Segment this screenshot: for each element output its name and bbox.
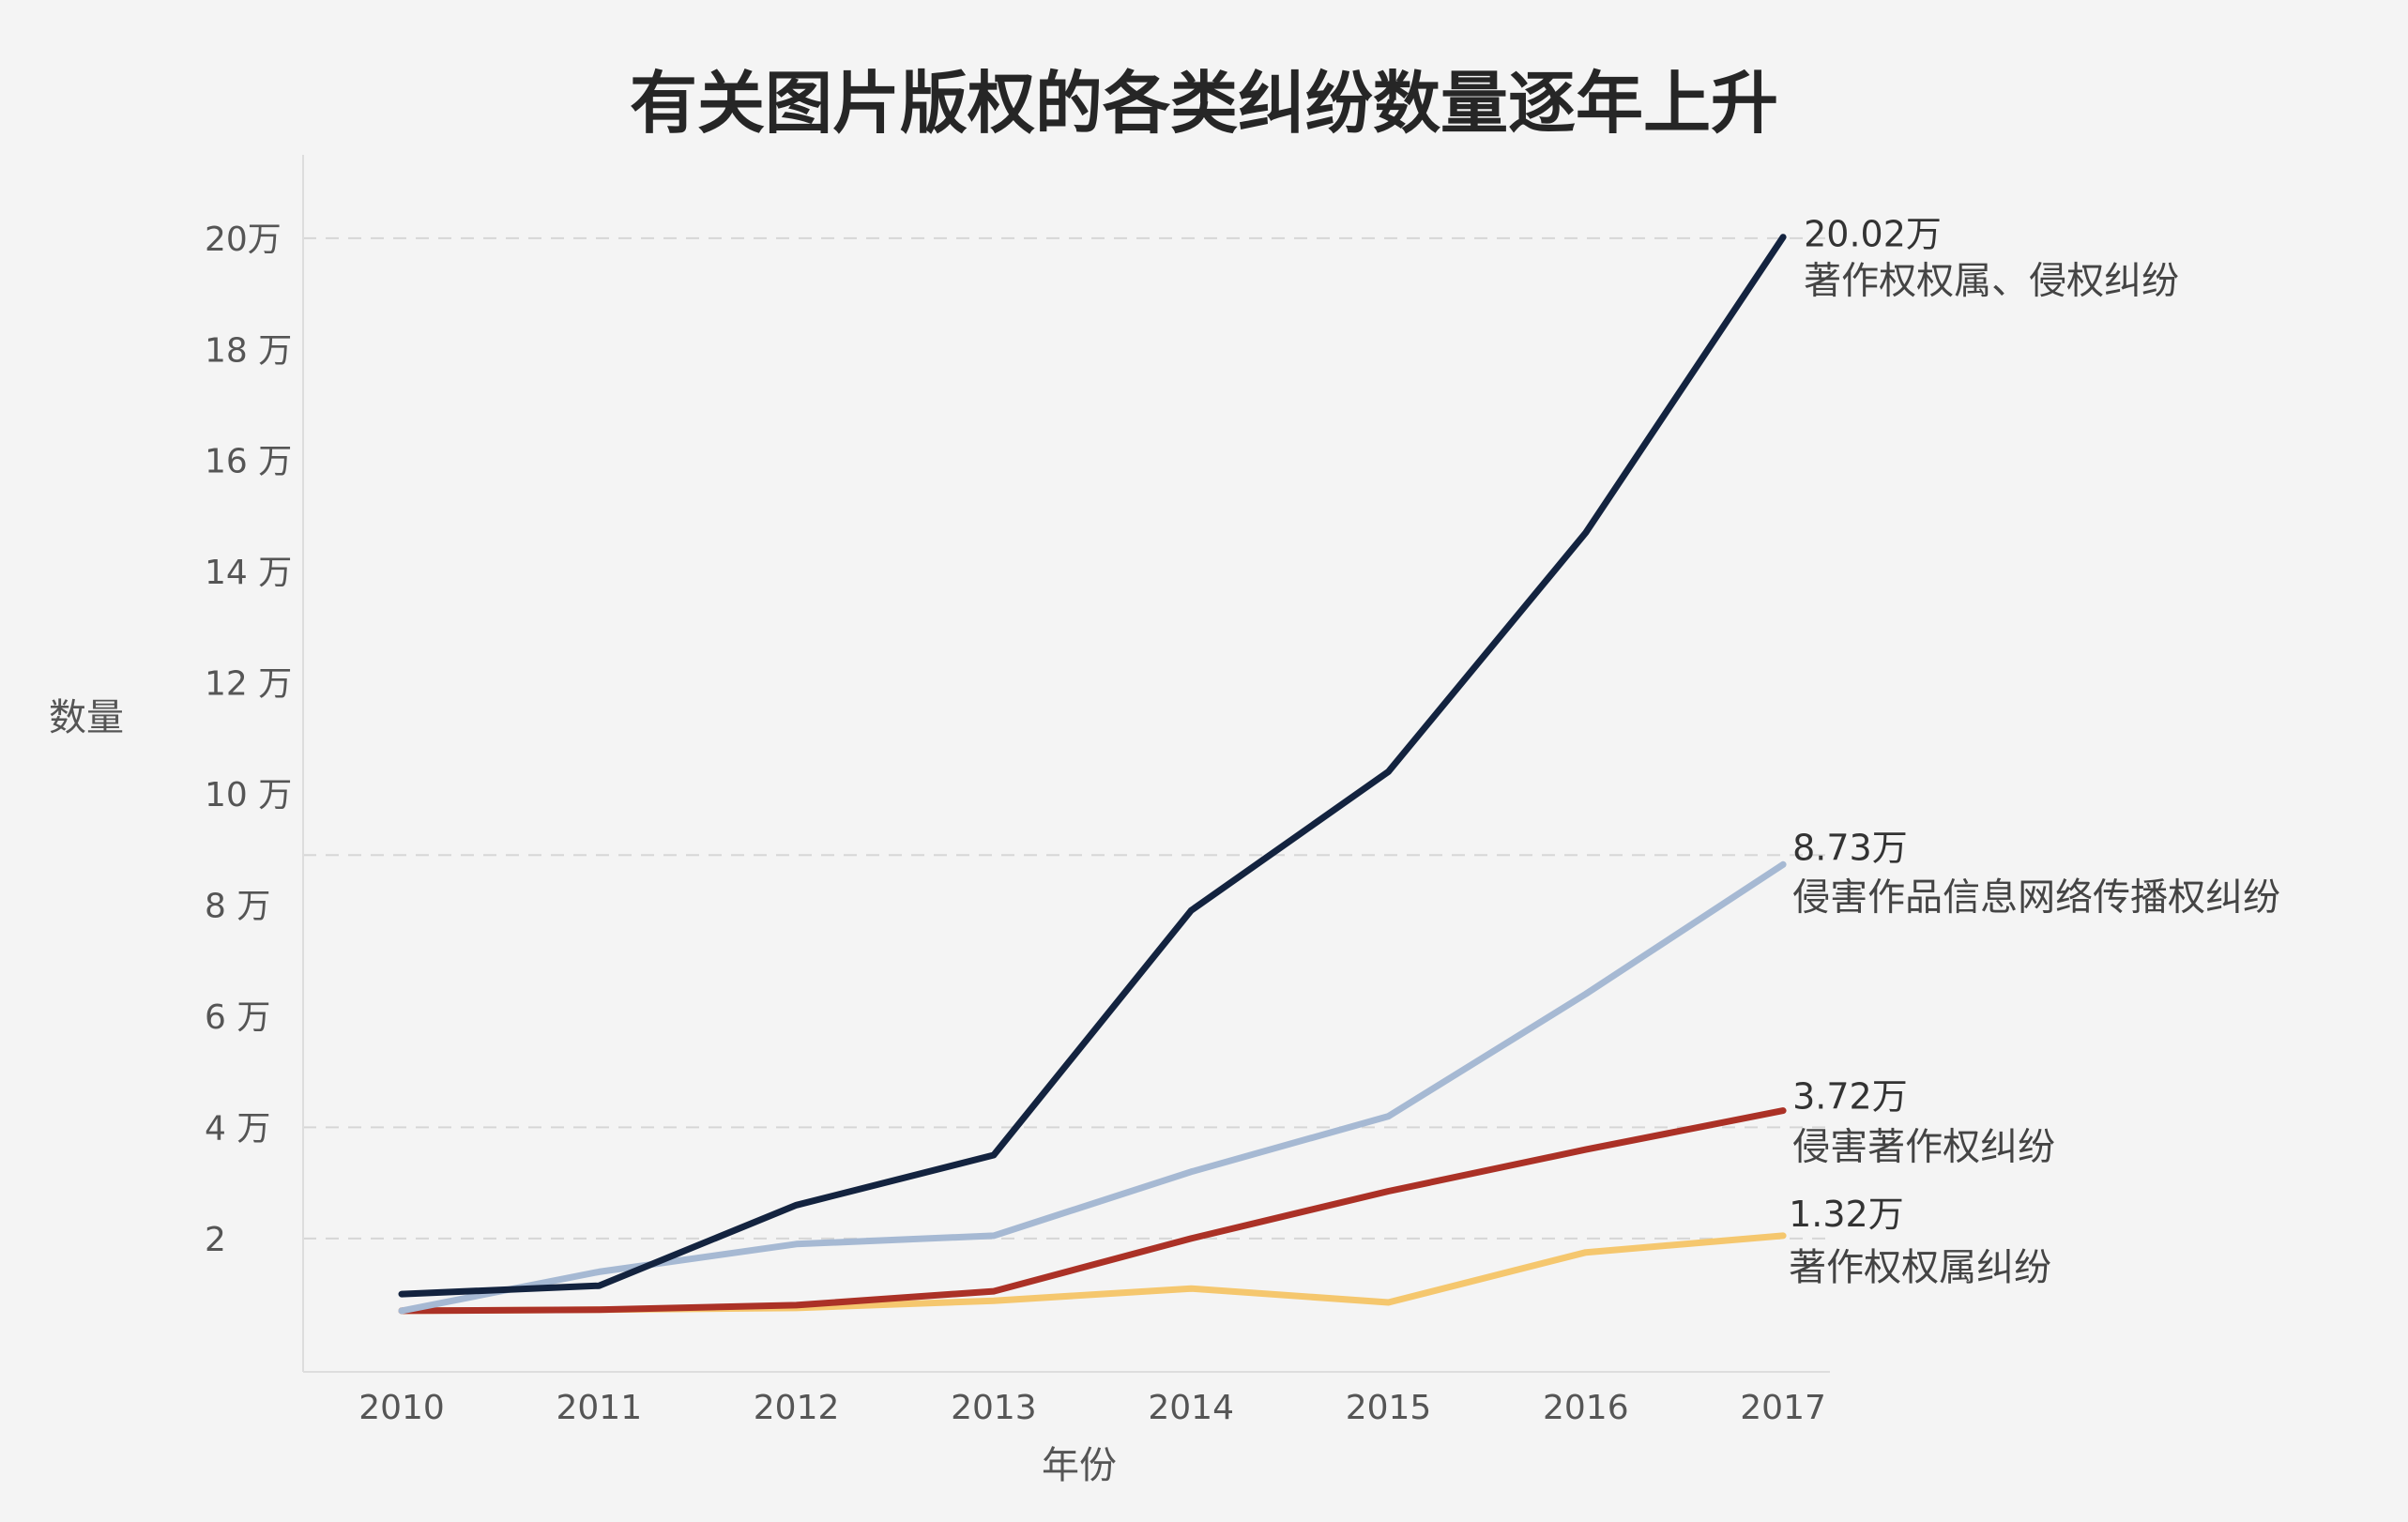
series-end-value-0: 20.02万 [1804,214,1942,255]
x-tick-label-2016: 2016 [1543,1389,1629,1427]
y-tick-label-0: 2 [205,1221,226,1259]
x-axis-label: 年份 [1042,1444,1117,1487]
gridlines [303,236,1830,1240]
series-line-0 [398,234,1787,1298]
x-tick-label-2015: 2015 [1346,1389,1432,1427]
x-tick-label-2013: 2013 [951,1389,1037,1427]
series-name-label-2: 侵害著作权纠纷 [1792,1126,2055,1169]
y-axis-label: 数量 [49,696,124,739]
x-axis-ticks: 2010 2011 2012 2013 2014 2015 2016 2017 [358,1389,1826,1427]
series-line-1 [398,860,1787,1315]
series-end-value-3: 1.32万 [1789,1194,1904,1235]
y-tick-label-4: 10 万 [205,776,292,814]
y-tick-label-5: 12 万 [205,665,292,704]
y-tick-label-7: 16 万 [205,443,292,481]
series-name-label-0: 著作权权属、侵权纠纷 [1804,260,2179,303]
y-tick-label-3: 8 万 [205,888,270,926]
y-tick-label-9: 20万 [205,221,282,259]
series-name-label-1: 侵害作品信息网络传播权纠纷 [1792,875,2280,919]
x-tick-label-2010: 2010 [358,1389,445,1427]
y-tick-label-6: 14 万 [205,554,292,592]
y-axis-ticks: 2 4 万 6 万 8 万 10 万 12 万 14 万 16 万 18 万 20万 [205,221,292,1259]
y-tick-label-8: 18 万 [205,331,292,370]
series-end-value-2: 3.72万 [1792,1076,1908,1118]
y-tick-label-1: 4 万 [205,1109,270,1148]
series-name-label-3: 著作权权属纠纷 [1789,1246,2051,1289]
series-line-2 [398,1107,1787,1315]
x-tick-label-2017: 2017 [1740,1389,1826,1427]
chart-title: 有关图片版权的各类纠纷数量逐年上升 [630,64,1778,143]
x-tick-label-2012: 2012 [754,1389,840,1427]
y-tick-label-2: 6 万 [205,998,270,1037]
x-tick-label-2011: 2011 [556,1389,642,1427]
series-lines [398,234,1787,1315]
series-end-value-1: 8.73万 [1792,827,1908,868]
x-tick-label-2014: 2014 [1148,1389,1234,1427]
